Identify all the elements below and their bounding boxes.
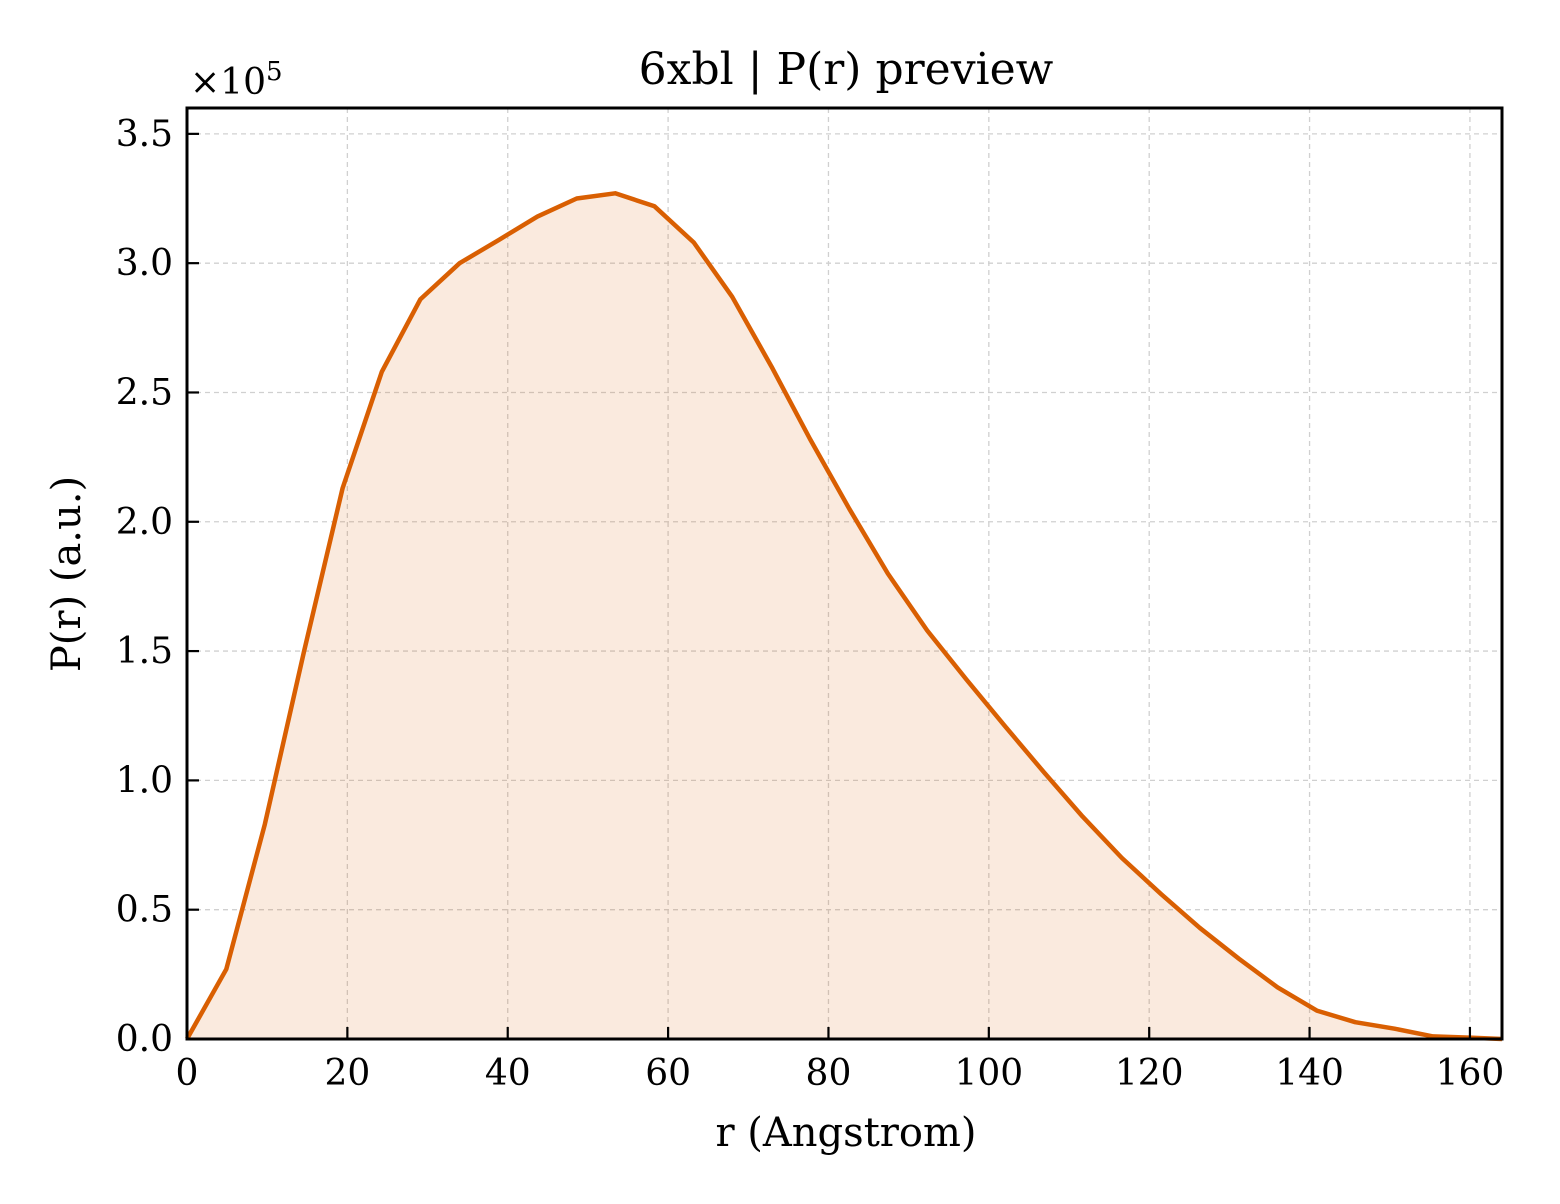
data-point (613, 191, 617, 195)
x-tick-label: 60 (645, 1053, 691, 1094)
x-tick-label: 0 (176, 1053, 199, 1094)
data-point (340, 486, 344, 490)
data-point (769, 364, 773, 368)
series-line (185, 191, 1503, 1042)
data-point (535, 214, 539, 218)
y-multiplier-label: ×105 (190, 57, 283, 103)
y-multiplier-base: ×10 (190, 62, 266, 103)
x-tick-label: 160 (1436, 1053, 1505, 1094)
data-point (1353, 1020, 1357, 1024)
chart-title: 6xbl | P(r) preview (639, 44, 1054, 95)
y-tick-label: 0.0 (116, 1019, 173, 1060)
data-point (652, 204, 656, 208)
data-point (1315, 1008, 1319, 1012)
x-tick-label: 120 (1115, 1053, 1184, 1094)
y-tick-label: 3.5 (116, 114, 173, 155)
y-tick-label: 1.5 (116, 631, 173, 672)
data-point (380, 370, 384, 374)
y-tick-label: 2.5 (116, 372, 173, 413)
data-point (1159, 892, 1163, 896)
data-point (925, 628, 929, 632)
data-point (575, 196, 579, 200)
plot-frame (185, 106, 1504, 1041)
y-tick-label: 2.0 (116, 502, 173, 543)
data-point (1392, 1027, 1396, 1031)
data-point (808, 437, 812, 441)
x-tick-label: 100 (954, 1053, 1023, 1094)
data-point (497, 238, 501, 242)
y-tick-label: 1.0 (116, 760, 173, 801)
x-tick-label: 140 (1275, 1053, 1344, 1094)
data-point (692, 240, 696, 244)
data-point (1275, 985, 1279, 989)
data-point (730, 295, 734, 299)
data-point (302, 649, 306, 653)
x-tick-label: 80 (806, 1053, 852, 1094)
y-multiplier-exponent: 5 (266, 57, 283, 87)
y-axis-label: P(r) (a.u.) (44, 476, 90, 672)
data-point (886, 571, 890, 575)
data-point (964, 677, 968, 681)
x-tick-label: 40 (485, 1053, 531, 1094)
data-point (1003, 724, 1007, 728)
x-axis-label: r (Angstrom) (715, 1110, 976, 1156)
tick-labels: 0 20 40 60 80 100 120 140 160 0.0 0.5 1.0 1.5 2.0 2.5 3… (116, 114, 1505, 1094)
data-point (1080, 814, 1084, 818)
data-point (1042, 770, 1046, 774)
data-point (1120, 856, 1124, 860)
data-point (418, 297, 422, 301)
y-tick-label: 0.5 (116, 890, 173, 931)
data-point (1198, 926, 1202, 930)
data-point (1237, 957, 1241, 961)
y-tick-label: 3.0 (116, 243, 173, 284)
data-point (224, 967, 228, 971)
x-tick-label: 20 (324, 1053, 370, 1094)
series-area-fill (187, 193, 1502, 1040)
data-point (457, 261, 461, 265)
data-point (847, 507, 851, 511)
data-point (263, 822, 267, 826)
